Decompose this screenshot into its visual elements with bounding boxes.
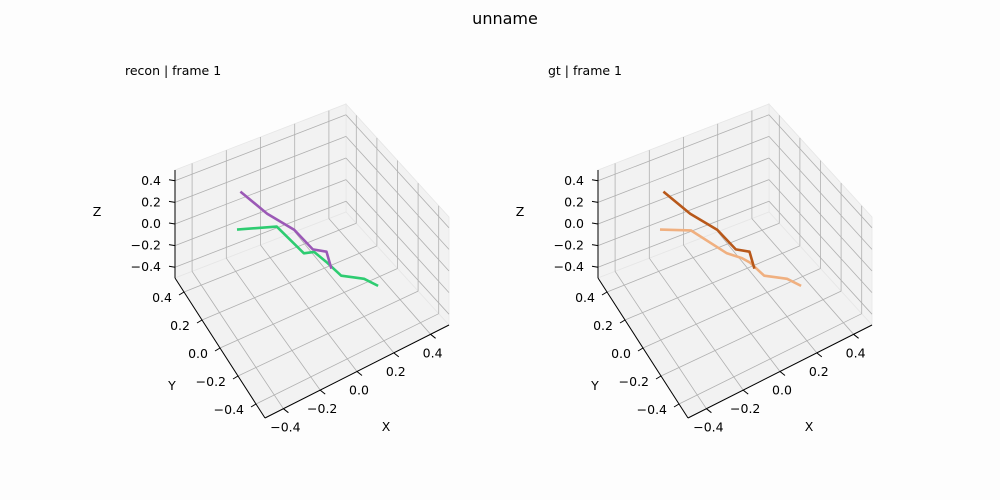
chart1-xtick-label: 0.0 [772,383,792,398]
panel-gt: gt | frame 1 −0.4 −0.4 −0.4 −0.2 −0.2 −0.2 0.0 0… [516,63,873,435]
chart1-ztick-label: −0.4 [554,259,584,274]
chart0-zgrid-left [174,114,347,182]
chart0-ztick-label: 0.2 [141,194,161,209]
chart1-ytick-mark [619,319,626,324]
chart0-ytick-label: 0.2 [170,318,190,333]
chart0-ztick-mark [168,244,176,247]
chart1-ylabel: Y [590,378,599,393]
chart0-ztick-label: 0.0 [141,216,161,231]
chart0-ztick-mark [168,222,176,225]
chart1-ytick-label: 0.4 [575,290,595,305]
chart0-zgrid-back [345,136,450,250]
chart1-zgrid-back [768,136,873,250]
chart0-ytick-mark [214,347,221,352]
chart0-xlabel: X [382,419,391,434]
chart0-ylabel: Y [167,378,176,393]
chart1-zgrid-back [768,114,873,229]
chart1-ztick-mark [591,244,599,247]
chart1-zgrid-back [768,157,873,272]
chart0-ygrid-floor [191,271,284,409]
chart1-ztick-label: 0.0 [564,216,584,231]
chart1-ytick-mark [637,347,644,352]
chart0-xtick-label: 0.2 [386,364,406,379]
chart0-xgrid-floor [255,313,439,405]
chart1-ytick-label: 0.2 [593,318,613,333]
chart1-xtick-label: −0.4 [693,420,723,435]
chart1-ytick-label: −0.2 [619,374,649,389]
chart0-ztick-label: 0.4 [141,173,161,188]
chart0-xtick-label: −0.4 [270,420,300,435]
chart0-ygrid-floor [225,257,321,391]
chart1-ztick-mark [591,200,599,203]
chart0-ztick-mark [168,200,176,203]
chart1-ygrid-floor [683,244,781,372]
chart0-ztick-label: −0.2 [131,238,161,253]
chart0-xtick-mark [393,352,400,358]
chart1-ytick-mark [601,291,608,296]
chart0-xtick-mark [430,333,436,339]
chart0-ztick-label: −0.4 [131,259,161,274]
chart0-zgrid-back [345,157,450,272]
chart1-ygrid-floor [648,257,744,391]
chart1-ygrid-floor [614,271,707,409]
chart0-ztick-mark [168,179,176,182]
chart1-xtick-mark [706,408,712,414]
chart0-series-0-line [236,225,379,288]
chart0-ygrid-floor [260,244,358,372]
chart1-ytick-mark [673,403,680,408]
chart0-ytick-label: −0.2 [196,374,226,389]
chart1-ztick-mark [591,179,599,182]
chart0-zlabel: Z [93,204,102,219]
chart1-series-0-line [659,228,802,288]
chart0-title: recon | frame 1 [125,63,221,78]
chart1-xgrid-floor [660,290,842,377]
chart0-ytick-label: 0.4 [152,290,172,305]
chart1-zgrid-left [597,114,770,182]
figure-suptitle: unname [472,9,538,28]
chart0-series-1-line [239,190,333,270]
chart1-xtick-mark [853,333,859,339]
chart0-xtick-mark [319,389,326,395]
chart0-zgrid-left [174,157,347,225]
chart0-ytick-label: −0.4 [214,402,244,417]
chart1-xtick-label: 0.2 [809,364,829,379]
panel-recon: recon | frame 1 −0.4 −0.4 −0.4 −0.2 −0.2 −0.2 0… [93,63,450,435]
chart0-ytick-label: 0.0 [188,346,208,361]
chart1-zgrid-left [597,157,770,225]
chart0-xtick-label: 0.0 [349,383,369,398]
chart1-zgrid-left [597,136,770,203]
chart1-xtick-mark [742,389,749,395]
chart1-xtick-mark [816,352,823,358]
chart1-ytick-mark [655,375,662,380]
chart1-ztick-label: 0.2 [564,194,584,209]
chart1-zlabel: Z [516,204,525,219]
chart1-title: gt | frame 1 [548,63,622,78]
chart0-ytick-mark [178,291,185,296]
chart0-xtick-label: −0.2 [307,401,337,416]
chart1-ztick-mark [591,222,599,225]
chart1-xtick-label: −0.2 [730,401,760,416]
chart1-xtick-mark [779,371,786,376]
chart0-xtick-label: 0.4 [423,345,443,360]
chart0-zgrid-left [174,136,347,203]
chart0-ytick-mark [232,375,239,380]
chart0-ytick-mark [250,403,257,408]
chart1-ztick-label: −0.2 [554,238,584,253]
chart1-ytick-label: 0.0 [611,346,631,361]
chart0-xtick-mark [283,408,289,414]
chart1-series-1-line [662,190,756,270]
chart0-zgrid-back [345,114,450,229]
chart1-xtick-label: 0.4 [846,345,866,360]
chart0-xtick-mark [356,371,363,376]
chart1-xgrid-floor [678,313,862,405]
chart1-ztick-mark [591,265,599,268]
chart0-ytick-mark [196,319,203,324]
chart0-ztick-mark [168,265,176,268]
chart0-xgrid-floor [237,290,419,377]
chart1-xlabel: X [805,419,814,434]
chart1-ztick-label: 0.4 [564,173,584,188]
chart1-ytick-label: −0.4 [637,402,667,417]
